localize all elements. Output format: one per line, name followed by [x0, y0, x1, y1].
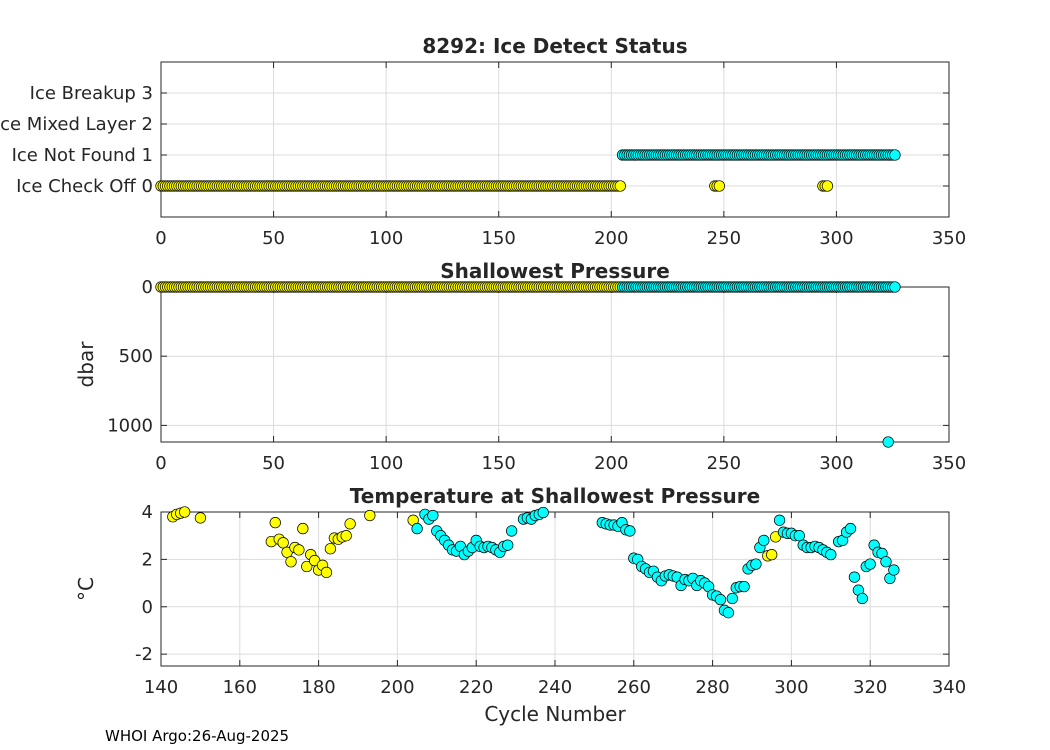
ice-detect-markers — [155, 149, 901, 192]
temperature-point-yellow — [277, 537, 289, 549]
temperature-point-yellow — [194, 512, 207, 524]
temperature-point-cyan — [624, 525, 636, 537]
ice-detect-point-cyan — [889, 149, 901, 161]
ice-detect-ytick-label: Ice Mixed Layer 2 — [0, 114, 153, 135]
shallowest-pressure-xtick-label: 150 — [482, 453, 516, 474]
temperature-point-cyan — [714, 594, 727, 606]
ice-detect-xtick-label: 300 — [819, 228, 853, 249]
temperature-ytick-label: 4 — [142, 502, 153, 523]
shallowest-pressure-xtick-label: 350 — [932, 453, 966, 474]
temperature-point-cyan — [856, 592, 868, 605]
temperature-xtick-label: 200 — [380, 677, 414, 698]
temperature-xtick-label: 340 — [932, 677, 966, 698]
footer-credit: WHOI Argo:26-Aug-2025 — [105, 727, 289, 745]
temperature-point-cyan — [411, 522, 423, 535]
ice-detect-point-yellow — [614, 180, 626, 192]
shallowest-pressure-point-cyan — [889, 281, 901, 293]
temperature-point-cyan — [825, 548, 837, 561]
temperature-ytick-label: -2 — [135, 644, 153, 665]
temperature-ytick-label: 0 — [142, 597, 153, 618]
shallowest-pressure-ytick-label: 0 — [142, 277, 153, 298]
temperature-point-cyan — [844, 522, 857, 535]
temperature-xtick-label: 220 — [459, 677, 493, 698]
temperature-point-cyan — [506, 525, 518, 537]
temperature-point-yellow — [320, 566, 333, 579]
temperature-point-cyan — [864, 558, 876, 570]
temperature-point-cyan — [793, 530, 805, 542]
temperature-point-cyan — [722, 607, 735, 619]
temperature-ytick-label: 2 — [142, 549, 153, 570]
temperature-point-cyan — [750, 558, 762, 570]
temperature-point-yellow — [285, 556, 297, 568]
shallowest-pressure-ylabel: dbar — [74, 341, 98, 388]
temperature-xtick-label: 320 — [853, 677, 887, 698]
temperature-point-cyan — [888, 564, 900, 576]
temperature-point-cyan — [758, 534, 770, 547]
shallowest-pressure-xtick-label: 250 — [707, 453, 741, 474]
temperature-point-yellow — [324, 543, 337, 555]
shallowest-pressure-xtick-label: 300 — [819, 453, 853, 474]
ice-detect-ytick-label: Ice Breakup 3 — [30, 83, 153, 104]
temperature-xtick-label: 260 — [617, 677, 651, 698]
temperature-point-yellow — [293, 544, 305, 556]
temperature-xtick-label: 240 — [538, 677, 572, 698]
ice-detect-ytick-label: Ice Not Found 1 — [12, 145, 153, 166]
shallowest-pressure-xtick-label: 50 — [262, 453, 285, 474]
temperature-point-cyan — [502, 539, 514, 551]
temperature-ylabel: °C — [74, 577, 98, 601]
temperature-markers — [167, 506, 900, 619]
temperature-point-yellow — [766, 548, 778, 561]
shallowest-pressure-ytick-label: 500 — [119, 346, 153, 367]
shallowest-pressure-markers — [155, 281, 901, 448]
ice-detect-xtick-label: 250 — [707, 228, 741, 249]
temperature-point-yellow — [297, 522, 309, 535]
ice-detect-xtick-label: 100 — [369, 228, 403, 249]
panel-temperature: 140 160 180 200 220 240 260 280 300 320 340 -2 0 2 4 Te… — [74, 484, 966, 726]
shallowest-pressure-title: Shallowest Pressure — [440, 259, 670, 283]
ice-detect-point-yellow — [713, 180, 726, 192]
temperature-point-cyan — [880, 556, 892, 568]
temperature-point-yellow — [301, 560, 313, 573]
ice-detect-ytick-label: Ice Check Off 0 — [16, 176, 153, 197]
temperature-xtick-label: 160 — [223, 677, 257, 698]
shallowest-pressure-xtick-label: 0 — [155, 453, 166, 474]
temperature-point-cyan — [738, 580, 750, 593]
temperature-xtick-label: 300 — [774, 677, 808, 698]
temperature-point-cyan — [726, 592, 738, 605]
ice-detect-xtick-label: 150 — [482, 228, 516, 249]
ice-detect-xtick-label: 50 — [262, 228, 285, 249]
temperature-point-cyan — [427, 509, 439, 522]
temperature-point-cyan — [848, 571, 861, 583]
ice-detect-title: 8292: Ice Detect Status — [422, 34, 687, 58]
temperature-point-yellow — [269, 517, 281, 529]
ice-detect-xtick-label: 0 — [155, 228, 166, 249]
temperature-point-cyan — [773, 514, 786, 526]
ice-detect-xtick-label: 200 — [594, 228, 628, 249]
temperature-point-yellow — [340, 530, 352, 542]
temperature-xlabel: Cycle Number — [484, 702, 626, 726]
shallowest-pressure-ytick-label: 1000 — [107, 415, 153, 436]
ice-detect-axes-frame — [160, 61, 950, 218]
temperature-point-yellow — [344, 518, 356, 530]
shallowest-pressure-point-cyan — [882, 436, 894, 448]
temperature-point-yellow — [178, 506, 191, 518]
temperature-xtick-label: 180 — [301, 677, 335, 698]
ice-detect-point-yellow — [821, 180, 834, 192]
temperature-xtick-label: 140 — [144, 677, 178, 698]
panel-shallowest-pressure: 0 50 100 150 200 250 300 350 0 500 1000 Shallowest … — [74, 259, 966, 474]
temperature-xtick-label: 280 — [695, 677, 729, 698]
shallowest-pressure-xtick-label: 100 — [369, 453, 403, 474]
temperature-point-yellow — [364, 509, 376, 522]
temperature-title: Temperature at Shallowest Pressure — [350, 484, 760, 508]
shallowest-pressure-xtick-label: 200 — [594, 453, 628, 474]
panel-ice-detect: 0 50 100 150 200 250 300 350 Ice Check Off 0 Ice … — [0, 34, 966, 249]
temperature-point-cyan — [537, 506, 549, 519]
ice-detect-xtick-label: 350 — [932, 228, 966, 249]
